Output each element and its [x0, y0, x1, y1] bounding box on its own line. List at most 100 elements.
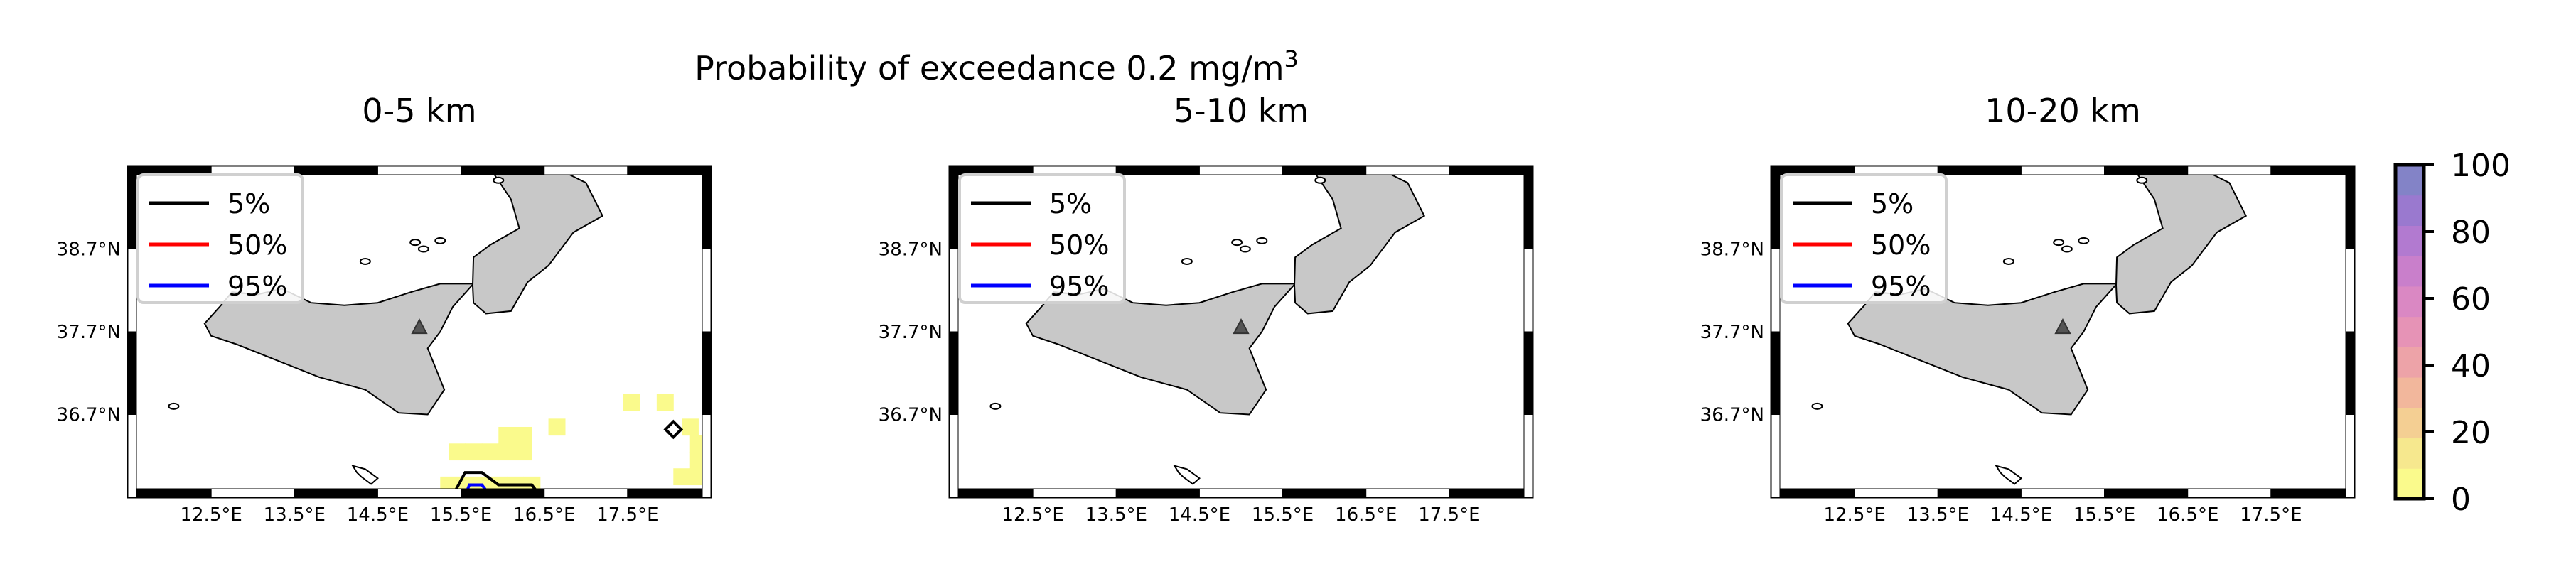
- legend: 5% 50% 95%: [136, 173, 304, 304]
- frame-segment: [2187, 488, 2272, 498]
- colorbar-step: [2395, 195, 2424, 226]
- probability-cell: [465, 443, 483, 461]
- colorbar-step: [2395, 438, 2424, 469]
- volcano-marker: [411, 318, 428, 335]
- x-tick-label: 13.5°E: [264, 504, 326, 526]
- frame-segment: [702, 331, 712, 415]
- islet: [2136, 176, 2148, 184]
- x-tick-label: 17.5°E: [1418, 504, 1480, 526]
- contour-5pct: [451, 471, 542, 497]
- map-panel-2: 10-20 km 12.5°E 13.5°E 14.5°E 15.5°E 16.5°E 17…: [1700, 92, 2356, 526]
- probability-cell: [515, 443, 532, 461]
- map-panel-0: 0-5 km 12.5°E 13.5°E 14.5°E 15.5°E 16.5°E 17.5…: [57, 92, 712, 526]
- frame-segment: [1523, 166, 1533, 249]
- y-tick-label: 36.7°N: [1700, 405, 1764, 426]
- frame-segment: [627, 166, 712, 175]
- panel-title: 10-20 km: [1985, 92, 2141, 130]
- frame-segment: [210, 488, 295, 498]
- probability-cell: [682, 418, 699, 436]
- frame-segment: [1937, 166, 2022, 175]
- islet: [493, 176, 505, 184]
- frame-segment: [2187, 166, 2272, 175]
- islet: [168, 402, 180, 410]
- frame-segment: [949, 331, 959, 415]
- colorbar: 0 20 40 60 80 100: [2393, 148, 2511, 518]
- y-tick-label: 36.7°N: [879, 405, 943, 426]
- colorbar-step: [2395, 165, 2424, 196]
- colorbar-step: [2395, 256, 2424, 287]
- y-tick-label: 38.7°N: [1700, 239, 1764, 261]
- frame-segment: [2345, 249, 2355, 332]
- x-tick-label: 16.5°E: [513, 504, 575, 526]
- frame-segment: [2345, 166, 2355, 249]
- frame-segment: [127, 331, 137, 415]
- colorbar-step: [2395, 347, 2424, 378]
- frame-segment: [1449, 488, 1533, 498]
- legend-label: 50%: [227, 229, 287, 261]
- colorbar-tick-label: 0: [2451, 482, 2471, 518]
- x-tick-label: 16.5°E: [2157, 504, 2218, 526]
- frame-segment: [702, 249, 712, 332]
- frame-segment: [2270, 166, 2355, 175]
- x-tick-label: 17.5°E: [596, 504, 658, 526]
- volcano-marker: [2054, 318, 2071, 335]
- x-tick-label: 16.5°E: [1335, 504, 1397, 526]
- frame-segment: [1198, 488, 1284, 498]
- probability-cell: [623, 394, 640, 411]
- islet: [2078, 237, 2090, 244]
- frame-segment: [949, 414, 959, 498]
- islet: [1239, 245, 1251, 253]
- calabria-landmass: [2115, 165, 2248, 315]
- islet: [1181, 257, 1193, 265]
- islet: [359, 257, 371, 265]
- frame-segment: [949, 249, 959, 332]
- frame-segment: [1282, 166, 1367, 175]
- islet: [2053, 239, 2065, 247]
- legend-box: [136, 173, 304, 304]
- y-tick-label: 37.7°N: [879, 322, 943, 343]
- colorbar-frame: [2393, 163, 2426, 501]
- calabria-landmass: [1293, 165, 1426, 315]
- malta-island: [1173, 465, 1201, 485]
- frame-segment: [127, 488, 212, 498]
- islet: [1314, 176, 1326, 184]
- frame-segment: [2345, 331, 2355, 415]
- islet: [2061, 245, 2073, 253]
- frame-segment: [461, 166, 545, 175]
- colorbar-tick-label: 40: [2451, 348, 2491, 384]
- x-tick-label: 12.5°E: [1823, 504, 1885, 526]
- x-tick-label: 12.5°E: [180, 504, 242, 526]
- frame-segment: [1523, 414, 1533, 498]
- frame-segment: [377, 488, 462, 498]
- frame-segment: [1771, 249, 1781, 332]
- colorbar-step: [2395, 377, 2424, 408]
- colorbar-step: [2395, 468, 2424, 499]
- frame-segment: [1771, 166, 1781, 249]
- frame-segment: [1115, 488, 1200, 498]
- frame-segment: [1854, 488, 1938, 498]
- frame-segment: [702, 166, 712, 249]
- colorbar-step: [2395, 407, 2424, 439]
- islet: [2002, 257, 2014, 265]
- x-tick-label: 13.5°E: [1907, 504, 1969, 526]
- x-tick-label: 14.5°E: [1990, 504, 2052, 526]
- malta-island: [1995, 465, 2022, 485]
- colorbar-step: [2395, 316, 2424, 347]
- frame-segment: [461, 488, 545, 498]
- frame-segment: [294, 488, 378, 498]
- probability-cell: [498, 426, 516, 444]
- frame-segment: [1115, 166, 1200, 175]
- x-tick-label: 15.5°E: [2073, 504, 2135, 526]
- x-tick-label: 14.5°E: [1169, 504, 1230, 526]
- islet: [409, 239, 422, 247]
- panel-title: 0-5 km: [362, 92, 476, 130]
- islet: [417, 245, 429, 253]
- y-tick-label: 37.7°N: [57, 322, 121, 343]
- malta-island: [351, 465, 379, 485]
- legend-label: 5%: [227, 188, 270, 220]
- islet: [1811, 402, 1823, 410]
- frame-segment: [127, 249, 137, 332]
- x-tick-label: 15.5°E: [430, 504, 492, 526]
- frame-segment: [2345, 414, 2355, 498]
- y-tick-label: 38.7°N: [57, 239, 121, 261]
